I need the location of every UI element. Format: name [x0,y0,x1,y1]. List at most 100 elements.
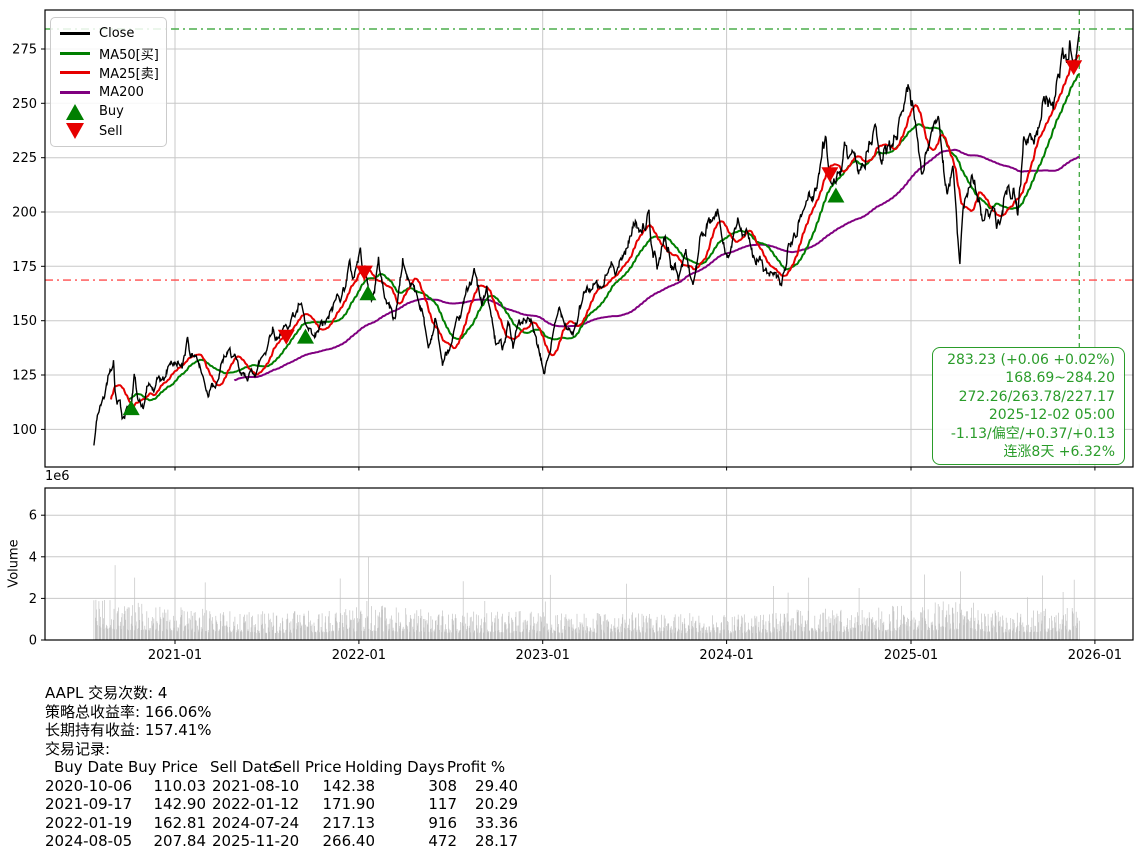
ma50-line [127,73,1080,402]
plot-borders [44,9,1134,641]
trade-cell: 472 [428,832,457,850]
volume-axis-label: Volume [6,539,22,588]
legend-line-swatch [60,51,90,55]
trade-cell: 308 [428,776,457,795]
trade-cell: 29.40 [475,776,518,795]
info-box-line: 168.69~284.20 [1005,370,1115,387]
ma200-line [233,148,1080,382]
svg-text:0: 0 [29,634,37,649]
trade-cell: 171.90 [322,795,376,813]
svg-text:2026-01: 2026-01 [1068,648,1122,663]
buy-marker [297,328,314,344]
legend-line-swatch [60,90,90,94]
legend-item-label: MA200 [99,84,144,100]
trade-cell: 28.17 [475,832,518,850]
legend-item: MA50[买] [60,44,160,64]
trades-header-cell: Holding Days [345,758,445,776]
trade-cell: 142.90 [153,795,207,813]
info-box-line: -1.13/偏空/+0.37/+0.13 [950,425,1115,442]
sell-marker [355,265,373,281]
trade-cell: 2024-08-05 [45,832,133,850]
svg-text:250: 250 [12,97,37,112]
info-box-line: 272.26/263.78/227.17 [958,388,1115,405]
trades-header-cell: Sell Price [273,758,342,776]
info-box-line: 连涨8天 +6.32% [1003,444,1115,461]
volume-offset-label: 1e6 [45,469,70,484]
legend-item-label: Sell [99,123,123,139]
svg-text:2021-01: 2021-01 [148,648,202,663]
svg-text:2024-01: 2024-01 [699,648,753,663]
trade-row: 2020-10-06 110.03 2021-08-10 142.38 308 29.40 [45,777,665,796]
trade-cell: 916 [428,813,457,832]
summary-line-records-label: 交易记录: [45,739,111,758]
legend-item-label: Close [99,26,135,42]
svg-text:125: 125 [12,369,37,384]
sell-marker [277,329,295,345]
svg-text:2: 2 [29,592,37,607]
close-line [93,31,1080,446]
legend-item-label: MA25[卖] [99,67,159,83]
svg-text:6: 6 [29,509,37,524]
svg-text:2023-01: 2023-01 [516,648,570,663]
summary-line-trades-count: AAPL 交易次数: 4 [45,684,168,702]
trade-cell: 2025-11-20 [212,832,300,850]
buy-marker [827,187,845,203]
svg-text:200: 200 [12,206,37,221]
svg-text:175: 175 [12,260,37,275]
trade-cell: 2022-01-12 [212,795,300,813]
svg-text:100: 100 [12,423,37,438]
svg-text:225: 225 [12,151,37,166]
trade-cell: 2021-08-10 [212,776,300,795]
svg-text:150: 150 [12,314,37,329]
trade-cell: 20.29 [475,795,518,813]
trade-row: 2022-01-19 162.81 2024-07-24 217.13 916 33.36 [45,814,665,833]
legend-item: MA25[卖] [60,63,160,83]
buy-marker [122,400,140,416]
legend-item: Sell [60,122,160,142]
trades-header-row: Buy Date Buy Price Sell Date Sell Price Hold… [45,758,665,777]
svg-text:2025-01: 2025-01 [884,648,938,663]
trade-row: 2021-09-17 142.90 2022-01-12 171.90 117 20.29 [45,795,665,814]
buy-marker [359,285,377,301]
svg-text:2022-01: 2022-01 [332,648,386,663]
info-box-line: 2025-12-02 05:00 [988,407,1115,424]
svg-text:4: 4 [29,550,37,565]
quote-info-box: 283.23 (+0.06 +0.02%) 168.69~284.20 272.26… [932,347,1125,466]
gridlines [45,10,1133,640]
legend-line-swatch [60,71,90,75]
buy-triangle-icon [60,103,90,120]
trade-cell: 207.84 [153,832,207,850]
trade-cell: 110.03 [153,776,207,795]
trade-cell: 266.40 [322,832,376,850]
legend-item-label: Buy [99,104,124,120]
trade-cell: 2024-07-24 [212,813,300,832]
info-box-line: 283.23 (+0.06 +0.02%) [947,352,1115,368]
sell-marker [821,167,839,183]
sell-marker [1065,60,1083,76]
summary-line-holding-return: 长期持有收益: 157.41% [45,721,212,739]
trades-header-cell: Profit % [447,758,506,776]
legend: Close MA50[买] MA25[卖] MA200 Buy Sell [50,17,167,147]
legend-item-label: MA50[买] [99,47,159,63]
legend-item: Buy [60,102,160,122]
legend-line-swatch [60,32,90,36]
summary-line-strategy-return: 策略总收益率: 166.06% [45,702,212,721]
legend-item: MA200 [60,83,160,103]
trades-header-cell: Buy Price [128,758,199,776]
trade-cell: 162.81 [153,813,207,832]
sell-triangle-icon [60,123,90,140]
ma25-line [110,54,1080,409]
trade-cell: 117 [428,795,457,813]
trade-cell: 217.13 [322,813,376,832]
trade-cell: 142.38 [322,776,376,795]
trades-header-cell: Buy Date [54,758,124,776]
svg-text:275: 275 [12,43,37,58]
trades-header-cell: Sell Date [210,758,278,776]
trade-cell: 2021-09-17 [45,795,133,813]
volume-bars [93,556,1080,640]
tick-labels: 100 125 150 175 200 225 250 275 0 2 4 6 2021-01 2022-… [12,43,1122,664]
legend-item: Close [60,24,160,44]
trade-cell: 33.36 [475,813,518,832]
trade-row: 2024-08-05 207.84 2025-11-20 266.40 472 28.17 [45,832,665,851]
